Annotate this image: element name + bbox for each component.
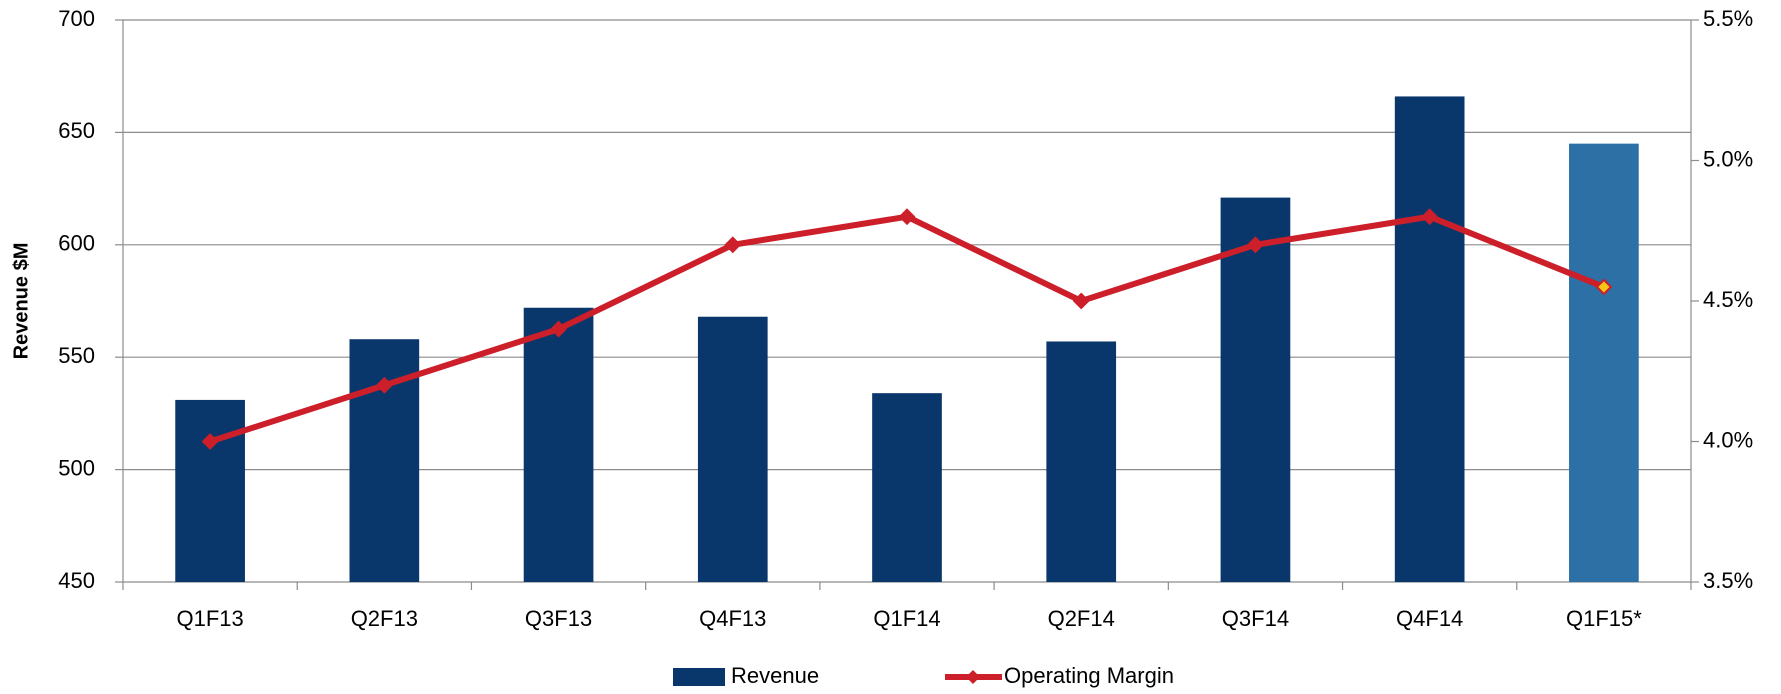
bar [1394,96,1465,582]
x-tick-label: Q3F14 [1222,606,1289,631]
x-tick-label: Q3F13 [525,606,592,631]
bar [1569,143,1639,582]
marker [1595,278,1613,296]
x-tick-label: Q1F13 [176,606,243,631]
x-tick-label: Q2F13 [351,606,418,631]
x-tick-label: Q2F14 [1048,606,1115,631]
x-tick-label: Q1F14 [873,606,940,631]
marker [1072,292,1090,310]
x-tick-label: Q1F15* [1566,606,1642,631]
marker [724,236,742,254]
marker [898,208,916,226]
y-tick-label: 600 [58,231,95,256]
y2-tick-label: 5.5% [1703,6,1753,31]
y2-tick-label: 3.5% [1703,568,1753,593]
y2-tick-label: 5.0% [1703,146,1753,171]
y2-tick-label: 4.0% [1703,427,1753,452]
marker [201,433,219,450]
bar [872,393,942,582]
marker [550,320,567,338]
y-tick-label: 500 [58,455,95,480]
marker [1247,236,1264,254]
bar [1220,197,1291,583]
bar [1046,341,1117,582]
x-tick-label: Q4F14 [1396,606,1463,631]
y-tick-label: 650 [58,118,95,143]
bar [523,307,594,582]
legend-swatch [673,668,725,686]
marker [375,376,393,394]
legend-label: Operating Margin [1004,663,1174,688]
x-tick-label: Q4F13 [699,606,766,631]
legend-marker [966,670,980,684]
bar [697,316,768,582]
y-tick-label: 450 [58,568,95,593]
y-axis-label: Revenue $M [10,243,32,360]
y-tick-label: 550 [58,343,95,368]
legend-label: Revenue [731,663,819,688]
marker [1421,208,1439,226]
y-tick-label: 700 [58,6,95,31]
bar [175,399,245,582]
y2-tick-label: 4.5% [1703,287,1753,312]
